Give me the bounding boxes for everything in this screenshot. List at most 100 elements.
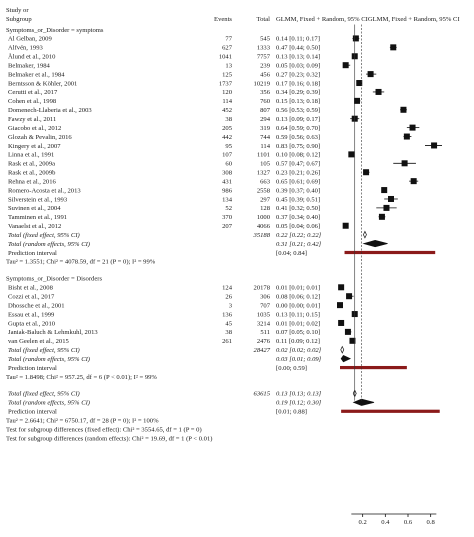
ci-value: 0.01 [0.01; 0.02] [276, 320, 320, 327]
ci-value: 0.11 [0.09; 0.12] [276, 338, 320, 345]
events-value: 370 [222, 214, 233, 221]
ci-value: 0.17 [0.16; 0.18] [276, 80, 320, 87]
total-value: 1000 [257, 214, 271, 221]
events-value: 26 [225, 294, 232, 301]
ci-value: 0.13 [0.13; 0.13] [276, 391, 322, 398]
total-value: 744 [260, 134, 271, 141]
fixed-label: Total (fixed effect, 95% CI) [8, 232, 80, 239]
study-label: Fawzy et al., 2011 [8, 116, 56, 123]
study-square [352, 35, 359, 42]
study-square [383, 204, 390, 211]
heterogeneity-note: Tau² = 2.6641; Chi² = 6750.17, df = 28 (… [6, 417, 159, 424]
events-value: 114 [222, 98, 232, 105]
total-value: 511 [260, 329, 270, 336]
study-square [363, 169, 370, 176]
events-value: 125 [222, 71, 233, 78]
ci-value: 0.01 [0.01; 0.01] [276, 285, 320, 292]
random-label: Total (random effects, 95% CI) [8, 241, 90, 248]
events-value: 1041 [219, 54, 232, 61]
events-value: 1737 [219, 80, 233, 87]
total-value: 10219 [254, 80, 271, 87]
study-label: Rask et al., 2009b [8, 170, 56, 177]
study-label: Vanaelst et al., 2012 [8, 223, 61, 230]
ci-value: 0.47 [0.44; 0.50] [276, 45, 320, 52]
x-tick-label: 0.6 [404, 519, 413, 526]
events-value: 3 [229, 302, 233, 309]
ci-value: 0.19 [0.12; 0.30] [276, 400, 322, 407]
header-events-label: Events [214, 16, 232, 23]
ci-value: 0.08 [0.06; 0.12] [276, 294, 320, 301]
study-label: Kingery et al., 2007 [8, 143, 61, 150]
ci-value: 0.45 [0.39; 0.51] [276, 196, 320, 203]
x-axis: 0.2 0.4 0.6 0.8 [351, 513, 437, 526]
prediction-interval-bar [344, 250, 436, 255]
study-square [342, 222, 349, 229]
total-value: 114 [260, 143, 270, 150]
total-value: 297 [260, 196, 271, 203]
study-square [381, 187, 388, 194]
total-value: 707 [260, 302, 271, 309]
study-label: Tamminen et al., 1991 [8, 214, 67, 221]
study-square [356, 80, 363, 87]
total-value: 239 [260, 62, 271, 69]
study-label: Cerutti et al., 2017 [8, 89, 58, 96]
total-value: 2476 [257, 338, 271, 345]
ci-value: [0.00; 0.59] [276, 365, 307, 372]
prediction-label: Prediction interval [8, 365, 57, 372]
ci-value: [0.04; 0.84] [276, 250, 307, 257]
prediction-interval-bar [340, 365, 407, 370]
ci-value: 0.83 [0.75; 0.90] [276, 143, 320, 150]
study-square [390, 44, 397, 51]
ci-value: 0.05 [0.04; 0.06] [276, 223, 320, 230]
study-label: Janiak-Baluch & Lehmkuhl, 2013 [8, 329, 98, 336]
ci-value: 0.05 [0.03; 0.09] [276, 62, 320, 69]
x-tick-label: 0.4 [381, 519, 390, 526]
ci-value: 0.10 [0.08; 0.12] [276, 152, 320, 159]
events-value: 120 [222, 89, 233, 96]
fixed-effect-diamond [340, 345, 345, 354]
total-value: 306 [260, 294, 271, 301]
events-value: 107 [222, 152, 233, 159]
study-label: Belmaker et al., 1984 [8, 71, 65, 78]
ci-value: 0.65 [0.61; 0.69] [276, 178, 320, 185]
ci-value: 0.02 [0.02; 0.02] [276, 347, 322, 354]
subgroup-heading: Symptoms_or_Disorder = Disorders [6, 276, 102, 283]
study-label: Suvinen et al., 2004 [8, 205, 61, 212]
total-value: 63615 [254, 391, 271, 398]
prediction-interval-bar [341, 409, 440, 413]
study-label: Romero-Acosta et al., 2013 [8, 187, 81, 194]
total-value: 1035 [257, 311, 271, 318]
heterogeneity-note: Test for subgroup differences (fixed eff… [6, 426, 202, 433]
ci-value: 0.22 [0.22; 0.22] [276, 232, 322, 239]
random-label: Total (random effects, 95% CI) [8, 400, 90, 407]
events-value: 77 [225, 36, 232, 43]
study-label: Ålund et al., 2010 [8, 53, 56, 61]
study-square [400, 106, 407, 113]
study-label: Essau et al., 1999 [8, 311, 55, 318]
ci-value: 0.00 [0.00; 0.01] [276, 302, 320, 309]
total-value: 319 [260, 125, 271, 132]
heterogeneity-note: Tau² = 1.8498; Chi² = 957.25, df = 6 (P … [6, 374, 157, 381]
total-value: 28427 [254, 347, 271, 354]
study-square [367, 71, 374, 78]
study-square [375, 88, 382, 95]
study-square [354, 97, 360, 104]
events-value: 52 [225, 205, 232, 212]
study-square [401, 160, 408, 167]
events-value: 60 [225, 161, 232, 168]
events-value: 124 [222, 285, 233, 292]
total-value: 7757 [257, 54, 271, 61]
heterogeneity-note: Test for subgroup differences (random ef… [6, 435, 212, 442]
study-square [337, 302, 343, 309]
study-square [388, 195, 394, 202]
ci-value: 0.57 [0.47; 0.67] [276, 161, 320, 168]
x-tick-label: 0.2 [359, 519, 367, 526]
ci-value: 0.64 [0.59; 0.70] [276, 125, 320, 132]
total-value: 456 [260, 71, 271, 78]
events-value: 38 [225, 329, 232, 336]
study-square [346, 293, 353, 300]
study-label: Domenech-Llaberia et al., 2003 [8, 107, 92, 114]
total-value: 1101 [257, 152, 270, 159]
events-value: 13 [225, 62, 232, 69]
study-label: Berntsson & Köhler, 2001 [8, 80, 77, 87]
